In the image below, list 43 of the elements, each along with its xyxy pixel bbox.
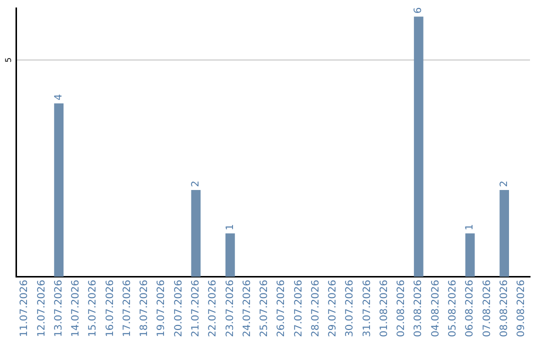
x-tick-label: 27.07.2026 [293,280,304,338]
x-tick-label: 22.07.2026 [208,280,219,338]
data-label: 6 [413,7,424,14]
x-tick-label: 07.08.2026 [482,280,493,338]
x-tick-label: 19.07.2026 [156,280,168,338]
x-tick-label: 20.07.2026 [173,280,184,338]
x-tick-label: 01.08.2026 [378,280,390,338]
bar [500,190,510,277]
x-tick-label: 30.07.2026 [344,280,356,338]
x-tick-label: 03.08.2026 [413,280,424,338]
x-tick-label: 31.07.2026 [362,280,373,338]
x-tick-label: 18.07.2026 [139,280,150,338]
data-label: 1 [224,224,236,230]
x-tick-label: 16.07.2026 [104,280,116,338]
x-tick-label: 05.08.2026 [447,280,458,338]
x-tick-label: 29.07.2026 [328,280,339,338]
y-tick-label: 5 [4,57,14,63]
x-tick-label: 06.08.2026 [464,280,476,338]
bar [54,103,64,277]
x-tick-label: 04.08.2026 [430,280,442,338]
x-tick-label: 17.07.2026 [122,280,133,338]
data-label: 4 [53,94,64,100]
x-tick-label: 25.07.2026 [259,280,270,338]
x-tick-label: 23.07.2026 [224,280,236,338]
bar [465,233,475,277]
bar [191,190,201,277]
x-tick-label: 09.08.2026 [516,280,528,338]
x-tick-label: 08.08.2026 [498,280,510,338]
x-tick-label: 24.07.2026 [242,280,253,338]
x-tick-label: 13.07.2026 [53,280,64,338]
x-tick-label: 15.07.2026 [88,280,99,338]
bar [414,16,424,277]
x-tick-label: 28.07.2026 [310,280,322,338]
bar [225,233,235,277]
x-tick-label: 21.07.2026 [190,280,202,338]
x-tick-label: 02.08.2026 [396,280,408,338]
x-tick-label: 11.07.2026 [19,280,30,338]
data-label: 1 [464,224,476,230]
x-tick-label: 14.07.2026 [70,280,82,338]
x-tick-label: 12.07.2026 [36,280,48,338]
data-label: 2 [498,180,510,188]
x-tick-label: 26.07.2026 [276,280,288,338]
data-label: 2 [190,180,202,188]
